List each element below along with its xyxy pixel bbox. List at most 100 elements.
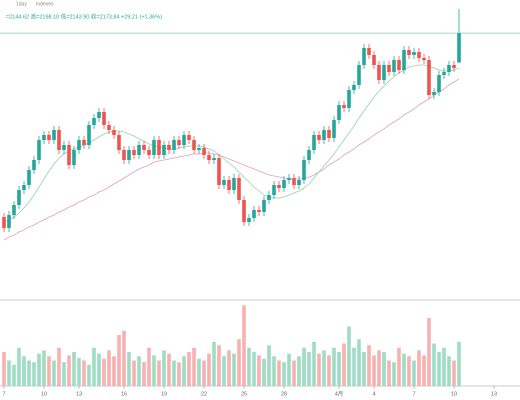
candle-body	[312, 135, 316, 150]
volume-bar	[177, 362, 181, 386]
volume-bar	[152, 355, 156, 386]
toolbar-item[interactable]: Indexes	[36, 1, 54, 7]
volume-bar	[312, 341, 316, 386]
candle-body	[142, 145, 146, 150]
candle-body	[377, 65, 381, 80]
volume-bar	[42, 350, 46, 386]
volume-bar	[137, 356, 141, 386]
volume-bar	[372, 355, 376, 386]
volume-bar	[22, 356, 26, 386]
volume-bar	[67, 355, 71, 386]
candle-body	[412, 52, 416, 55]
volume-bar	[362, 352, 366, 386]
candle-body	[332, 120, 336, 138]
candle-body	[237, 178, 241, 200]
x-tick-label: 4月	[335, 390, 344, 397]
volume-bar	[322, 350, 326, 386]
candle-body	[122, 150, 126, 160]
volume-bar	[352, 347, 356, 386]
x-tick-label: 28	[281, 391, 287, 397]
volume-bar	[172, 360, 176, 386]
x-tick-label: 4	[372, 391, 375, 397]
volume-bar	[207, 353, 211, 386]
x-tick-label: 10	[41, 391, 47, 397]
candle-body	[277, 185, 281, 188]
volume-bar	[102, 358, 106, 386]
volume-bar	[147, 347, 151, 386]
volume-bar	[402, 353, 406, 386]
candle-body	[347, 90, 351, 108]
candle-body	[72, 150, 76, 165]
candle-body	[67, 145, 71, 165]
candle-body	[337, 105, 341, 120]
volume-bar	[252, 352, 256, 386]
candle-body	[407, 50, 411, 55]
volume-bar	[272, 356, 276, 386]
volume-bar	[197, 358, 201, 386]
candle-body	[452, 65, 456, 68]
volume-bar	[307, 352, 311, 386]
x-tick-label: 25	[241, 391, 247, 397]
candle-body	[372, 55, 376, 65]
candle-body	[192, 140, 196, 150]
volume-bar	[452, 360, 456, 386]
candle-body	[252, 210, 256, 218]
x-tick-label: 22	[201, 391, 207, 397]
volume-bar	[222, 356, 226, 386]
volume-bar	[282, 362, 286, 386]
candle-body	[22, 185, 26, 190]
candle-body	[352, 85, 356, 90]
volume-bar	[342, 343, 346, 386]
volume-bar	[267, 345, 271, 386]
toolbar-item[interactable]: 1day	[16, 1, 27, 7]
candle-body	[2, 217, 6, 228]
candle-body	[107, 125, 111, 130]
candle-body	[382, 65, 386, 80]
volume-bar	[337, 352, 341, 386]
candle-body	[7, 215, 11, 228]
candle-body	[342, 105, 346, 108]
volume-bar	[347, 326, 351, 386]
volume-bar	[297, 356, 301, 386]
volume-bar	[437, 352, 441, 386]
candle-body	[282, 180, 286, 188]
volume-bar	[417, 350, 421, 386]
x-tick-label: 13	[76, 391, 82, 397]
volume-bar	[257, 355, 261, 386]
volume-bar	[127, 352, 131, 386]
volume-bar	[212, 341, 216, 386]
volume-bar	[442, 347, 446, 386]
volume-bar	[367, 345, 371, 386]
candle-body	[442, 72, 446, 75]
volume-bar	[182, 356, 186, 386]
candle-body	[357, 65, 361, 85]
volume-bar	[412, 360, 416, 386]
volume-bar	[132, 360, 136, 386]
candle-body	[212, 158, 216, 160]
volume-bar	[77, 357, 81, 386]
candle-body	[187, 135, 191, 140]
candle-body	[132, 150, 136, 155]
candle-body	[242, 200, 246, 222]
x-tick-label: 19	[161, 391, 167, 397]
volume-bar	[12, 364, 16, 386]
volume-bar	[47, 356, 51, 386]
candle-body	[302, 160, 306, 180]
volume-bar	[262, 358, 266, 386]
candle-body	[417, 52, 421, 58]
volume-bar	[57, 347, 61, 386]
x-tick-label: 16	[121, 391, 127, 397]
candle-body	[397, 60, 401, 70]
candle-body	[232, 178, 236, 190]
candle-body	[217, 158, 221, 185]
volume-bar	[247, 347, 251, 386]
candle-body	[92, 118, 96, 125]
candle-body	[147, 150, 151, 155]
volume-bar	[97, 353, 101, 386]
candle-body	[42, 135, 46, 140]
volume-bar	[142, 362, 146, 386]
volume-bar	[332, 347, 336, 386]
volume-bar	[357, 339, 361, 386]
volume-bar	[392, 362, 396, 386]
